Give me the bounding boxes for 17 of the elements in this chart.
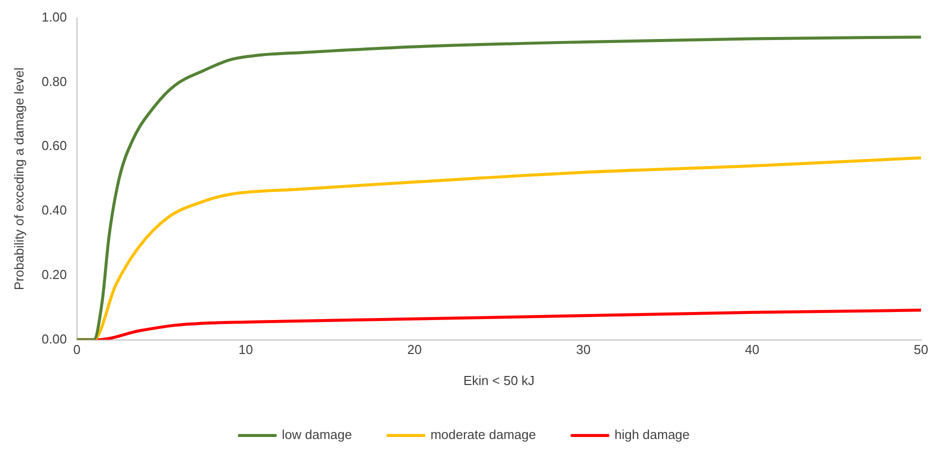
x-tick-label: 10 [238, 342, 253, 358]
x-tick-label: 0 [73, 342, 81, 358]
legend-label: high damage [614, 427, 690, 442]
x-axis-title: Ekin < 50 kJ [463, 372, 535, 388]
legend-label: moderate damage [430, 427, 536, 442]
x-tick-label: 20 [407, 342, 422, 358]
y-tick-label: 0.00 [42, 331, 67, 346]
y-axis-title: Probability of exceding a damage level [11, 67, 26, 290]
y-tick-label: 0.60 [42, 138, 67, 154]
x-tick-label: 40 [744, 342, 760, 358]
x-tick-label: 30 [576, 342, 591, 358]
legend-label: low damage [282, 427, 352, 442]
y-tick-label: 0.40 [42, 202, 67, 218]
x-tick-label: 50 [914, 342, 928, 358]
y-tick-label: 1.00 [42, 9, 67, 24]
y-tick-label: 0.80 [42, 74, 67, 89]
y-tick-label: 0.20 [42, 266, 67, 282]
